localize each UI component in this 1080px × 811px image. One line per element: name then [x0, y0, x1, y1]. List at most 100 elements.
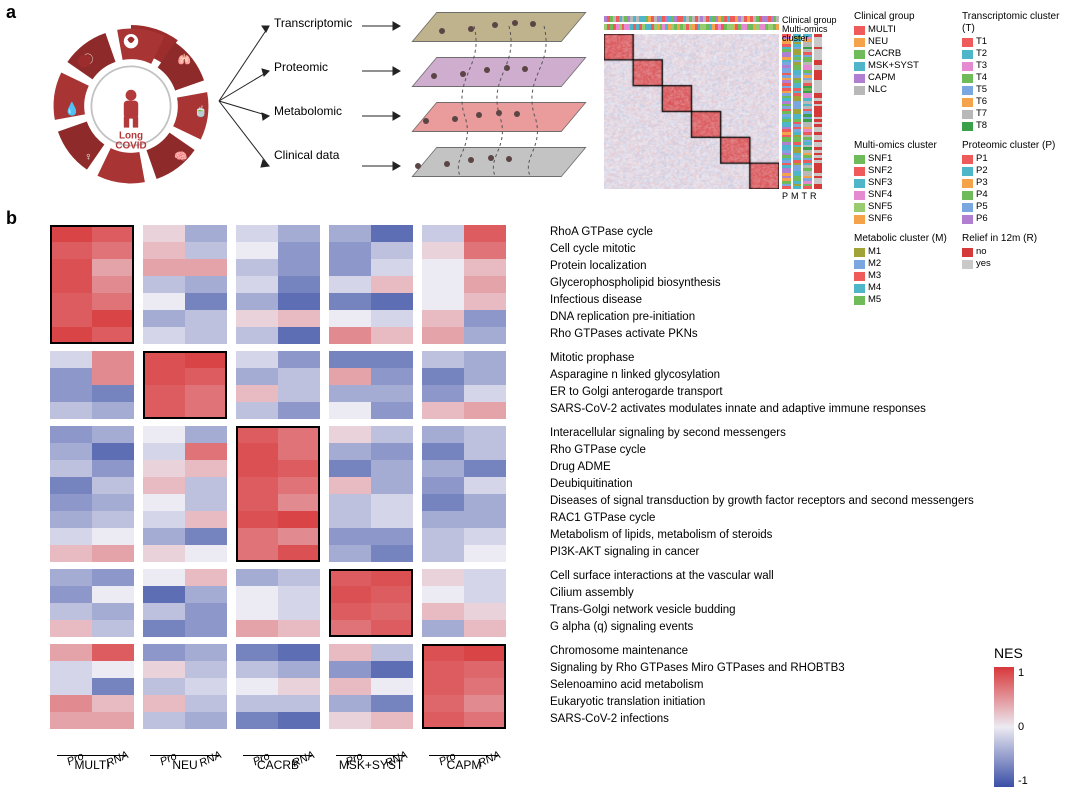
heatmap-cell — [464, 385, 506, 402]
legend-label: T1 — [976, 36, 987, 48]
heatmap-cell — [50, 460, 92, 477]
legend-title: Proteomic cluster (P) — [962, 140, 1062, 152]
heatmap-cell — [185, 712, 227, 729]
col-group-label: ProRNAMULTI — [50, 741, 134, 772]
legend-title: Clinical group — [854, 11, 954, 23]
legend-item: MULTI — [854, 24, 954, 36]
heatmap-cell — [92, 494, 134, 511]
swatch — [962, 203, 973, 212]
swatch — [962, 122, 973, 131]
row-label: Selenoamino acid metabolism — [550, 677, 974, 694]
heatmap-cell — [92, 712, 134, 729]
legend-label: CAPM — [868, 72, 895, 84]
heatmap-cell — [185, 545, 227, 562]
heatmap-cell — [92, 586, 134, 603]
heatmap-cell — [329, 545, 371, 562]
heatmap-cell — [185, 511, 227, 528]
swatch — [962, 155, 973, 164]
heatmap-cell — [278, 293, 320, 310]
heatmap-cell — [422, 276, 464, 293]
heatmap-cell — [278, 259, 320, 276]
snf-heatmap: Clinical group Multi-omics cluster PMTR — [604, 16, 844, 191]
row-label: SARS-CoV-2 activates modulates innate an… — [550, 401, 974, 418]
heatmap-cell — [329, 494, 371, 511]
swatch — [962, 62, 973, 71]
swatch — [854, 191, 865, 200]
row-label: DNA replication pre-initiation — [550, 309, 974, 326]
legend-item: CACRB — [854, 48, 954, 60]
legend-item: SNF4 — [854, 189, 954, 201]
lab-M: M — [791, 191, 802, 201]
legend-label: T8 — [976, 120, 987, 132]
heatmap-cell — [185, 569, 227, 586]
heatmap-cell — [92, 695, 134, 712]
legend-label: P4 — [976, 189, 988, 201]
heatmap-cell — [50, 368, 92, 385]
row-label: Cilium assembly — [550, 585, 974, 602]
row-label: PI3K-AKT signaling in cancer — [550, 544, 974, 561]
legend-label: CACRB — [868, 48, 901, 60]
heatmap-cell — [422, 443, 464, 460]
heatmap-cell — [278, 528, 320, 545]
heatmap-cell — [185, 402, 227, 419]
row-label: SARS-CoV-2 infections — [550, 711, 974, 728]
heatmap-col — [371, 225, 413, 729]
heatmap-cell — [236, 402, 278, 419]
legend-item: P4 — [962, 189, 1062, 201]
heatmap-cell — [92, 603, 134, 620]
heatmap-cell — [464, 460, 506, 477]
legend-label: NLC — [868, 84, 887, 96]
heatmap-cell — [278, 385, 320, 402]
heatmap-cell — [422, 327, 464, 344]
heatmap-cell — [143, 242, 185, 259]
swatch — [962, 38, 973, 47]
heatmap-cell — [50, 443, 92, 460]
heatmap-cell — [278, 242, 320, 259]
legend-item: P1 — [962, 153, 1062, 165]
heatmap-cell — [464, 225, 506, 242]
heatmap-cell — [464, 402, 506, 419]
heatmap-cell — [464, 276, 506, 293]
heatmap-cell — [92, 644, 134, 661]
svg-text:🫁: 🫁 — [178, 53, 192, 66]
legend-label: SNF2 — [868, 165, 892, 177]
col-group-label: ProRNANEU — [143, 741, 227, 772]
svg-text:🧠: 🧠 — [174, 150, 187, 163]
snf-heatmap-top-labels: Clinical group Multi-omics cluster — [782, 16, 844, 43]
legend-label: T3 — [976, 60, 987, 72]
svg-text:♀: ♀ — [84, 151, 92, 163]
heatmap-cell — [329, 225, 371, 242]
heatmap-cell — [464, 242, 506, 259]
col-group-label: ProRNAMSK+SYST — [329, 741, 413, 772]
heatmap-cell — [50, 402, 92, 419]
nes-colorbar: NES 1 0 -1 — [994, 645, 1074, 787]
row-label: Rho GTPases activate PKNs — [550, 326, 974, 343]
heatmap-cell — [92, 443, 134, 460]
heatmap-cell — [371, 225, 413, 242]
heatmap-cell — [185, 351, 227, 368]
swatch — [962, 50, 973, 59]
heatmap-cell — [236, 327, 278, 344]
heatmap-cell — [278, 276, 320, 293]
heatmap-cell — [236, 661, 278, 678]
heatmap-cell — [329, 528, 371, 545]
heatmap-cell — [185, 586, 227, 603]
heatmap-cell — [185, 695, 227, 712]
heatmap-cell — [143, 460, 185, 477]
heatmap-cell — [464, 351, 506, 368]
heatmap-cell — [422, 678, 464, 695]
heatmap-cell — [371, 620, 413, 637]
long-covid-circle: Long COVID 🫁 🍵 🧠 — [36, 16, 226, 196]
heatmap-cell — [236, 477, 278, 494]
heatmap-cell — [329, 310, 371, 327]
heatmap-cell — [236, 603, 278, 620]
heatmap-cell — [464, 695, 506, 712]
heatmap-cell — [143, 678, 185, 695]
heatmap-cell — [371, 368, 413, 385]
legend-label: T6 — [976, 96, 987, 108]
heatmap-cell — [464, 644, 506, 661]
heatmap-cell — [371, 695, 413, 712]
legend-item: T4 — [962, 72, 1062, 84]
heatmap-cell — [143, 545, 185, 562]
heatmap-cell — [422, 494, 464, 511]
